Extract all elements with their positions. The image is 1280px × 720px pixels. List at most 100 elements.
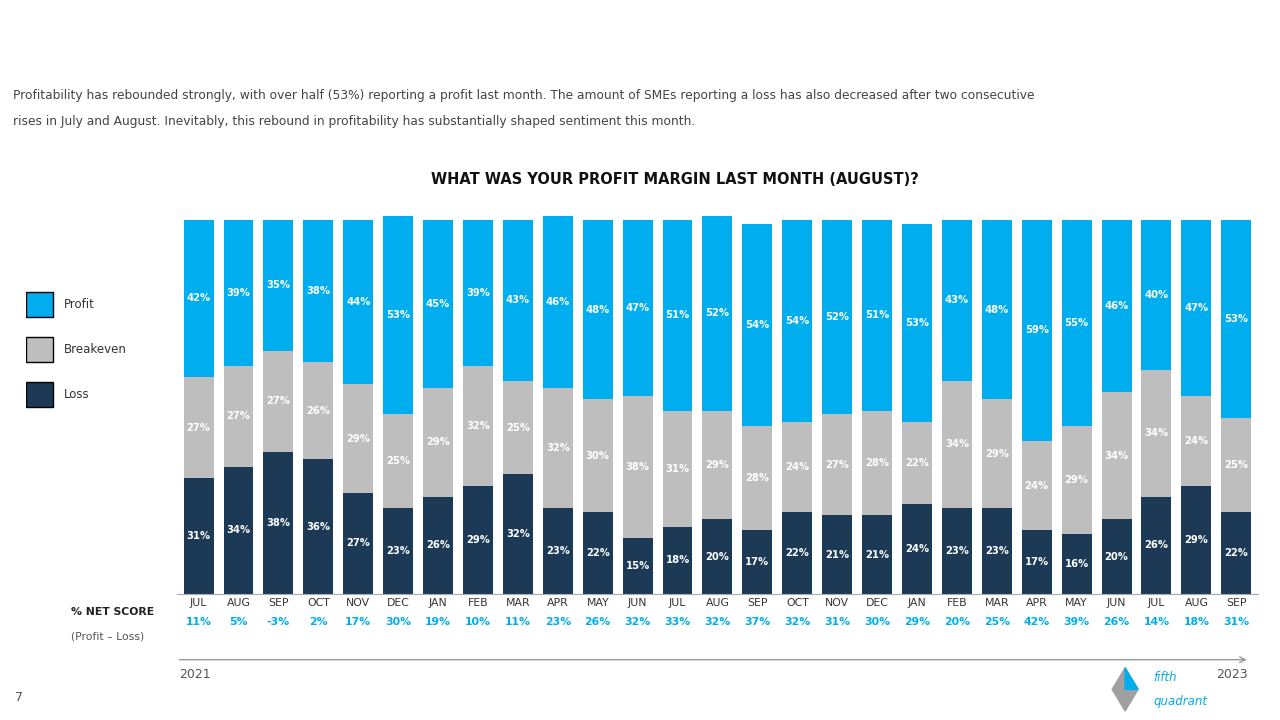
Bar [264,220,293,351]
Bar [942,508,972,594]
Text: 55%: 55% [1065,318,1089,328]
Bar [782,422,813,512]
Text: 7: 7 [15,691,23,704]
Text: 30%: 30% [864,617,890,627]
Bar [503,381,532,474]
Text: 21%: 21% [826,549,849,559]
Text: 23%: 23% [945,546,969,556]
Text: rises in July and August. Inevitably, this rebound in profitability has substant: rises in July and August. Inevitably, th… [13,115,695,128]
Text: 26%: 26% [585,617,611,627]
Text: 29%: 29% [984,449,1009,459]
Text: 17%: 17% [1025,557,1048,567]
Bar [503,220,532,381]
Text: 26%: 26% [1103,617,1130,627]
Text: (Profit – Loss): (Profit – Loss) [70,631,143,642]
Polygon shape [1112,668,1138,711]
Text: 11%: 11% [504,617,531,627]
Bar [543,508,572,594]
Text: 20%: 20% [943,617,970,627]
Text: 47%: 47% [1184,303,1208,312]
Text: Loss: Loss [64,387,90,401]
Text: 34%: 34% [227,526,251,536]
Text: 38%: 38% [306,286,330,296]
Text: 45%: 45% [426,299,451,309]
Text: 20%: 20% [1105,552,1129,562]
Text: 32%: 32% [506,529,530,539]
Text: 27%: 27% [187,423,210,433]
Bar [224,467,253,594]
Bar [264,351,293,452]
Bar [663,410,692,526]
Bar [1221,418,1252,512]
Bar [622,396,653,538]
Text: 38%: 38% [266,518,291,528]
Text: 30%: 30% [586,451,609,461]
Text: 15%: 15% [626,561,650,571]
Bar [582,220,613,400]
Text: 22%: 22% [905,458,929,468]
Bar [742,531,772,594]
Bar [1181,220,1211,396]
Bar [343,493,374,594]
Text: Key Performance Indicators | Profit: Key Performance Indicators | Profit [13,27,429,48]
Text: 17%: 17% [745,557,769,567]
Bar [463,366,493,485]
Text: 46%: 46% [1105,301,1129,311]
Bar [1181,485,1211,594]
Bar [383,508,413,594]
Text: 29%: 29% [347,433,370,444]
Text: 22%: 22% [786,548,809,558]
Text: 25%: 25% [506,423,530,433]
Bar [1142,369,1171,497]
Bar [863,220,892,410]
Bar [982,508,1011,594]
Text: Profitability has rebounded strongly, with over half (53%) reporting a profit la: Profitability has rebounded strongly, wi… [13,89,1034,102]
Bar [383,216,413,415]
Bar [663,526,692,594]
Text: 42%: 42% [1024,617,1050,627]
Text: 27%: 27% [826,460,849,470]
Bar [1102,392,1132,519]
Bar [902,224,932,422]
Text: 28%: 28% [745,473,769,483]
Text: 29%: 29% [1065,475,1088,485]
Text: 27%: 27% [347,539,370,549]
Text: 31%: 31% [824,617,850,627]
Text: 2023: 2023 [1216,667,1248,680]
Text: 25%: 25% [387,456,410,466]
Bar [343,384,374,493]
Text: 33%: 33% [664,617,691,627]
Bar [224,366,253,467]
Text: 48%: 48% [984,305,1009,315]
Text: 47%: 47% [626,303,650,312]
Text: 11%: 11% [186,617,211,627]
Bar [902,422,932,504]
Bar [782,220,813,422]
Bar [742,224,772,426]
Text: 32%: 32% [785,617,810,627]
Text: fifth: fifth [1153,671,1176,684]
Text: 35%: 35% [266,280,291,290]
Bar [782,512,813,594]
Text: 25%: 25% [1224,460,1248,470]
Bar [982,400,1011,508]
FancyBboxPatch shape [26,336,54,361]
Text: 22%: 22% [1225,548,1248,558]
Text: 29%: 29% [1184,535,1208,545]
Bar [582,512,613,594]
Text: 19%: 19% [425,617,451,627]
Text: 32%: 32% [466,420,490,431]
Bar [1221,220,1252,418]
Text: 54%: 54% [745,320,769,330]
Text: 24%: 24% [1025,480,1048,490]
Text: 25%: 25% [984,617,1010,627]
Text: 17%: 17% [346,617,371,627]
Text: 31%: 31% [1224,617,1249,627]
Text: 43%: 43% [945,295,969,305]
Text: 28%: 28% [865,458,890,468]
Bar [622,538,653,594]
Text: 46%: 46% [545,297,570,307]
Text: % NET SCORE: % NET SCORE [70,607,154,617]
Bar [303,220,333,362]
Text: 22%: 22% [586,548,609,558]
